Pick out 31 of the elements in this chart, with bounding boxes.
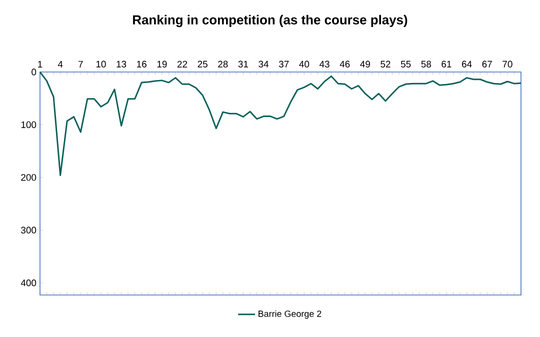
x-tick-label: 25: [198, 60, 208, 68]
x-tick-label: 28: [218, 60, 228, 68]
x-tick-label: 49: [360, 60, 370, 68]
x-tick-label: 43: [319, 60, 330, 68]
x-tick-label: 22: [177, 60, 188, 68]
x-tick-label: 16: [137, 60, 146, 68]
x-tick-label: 7: [78, 60, 83, 68]
x-tick-label: 19: [157, 60, 167, 68]
x-tick-label: 10: [96, 60, 106, 68]
y-tick-label: 0: [32, 68, 36, 76]
x-tick-label: 34: [258, 60, 269, 68]
x-tick-label: 67: [482, 60, 492, 68]
x-tick-label: 46: [340, 60, 350, 68]
x-tick-label: 52: [380, 60, 390, 68]
x-tick-label: 61: [442, 60, 452, 68]
x-tick-label: 70: [502, 60, 512, 68]
x-tick-label: 37: [278, 60, 289, 68]
x-tick-label: 40: [299, 60, 310, 68]
y-tick-label: 400: [20, 280, 36, 286]
y-tick-label: 200: [21, 174, 36, 181]
x-tick-label: 58: [421, 60, 432, 68]
chart-title: Ranking in competition (as the course plays): [133, 14, 408, 28]
x-tick-label: 64: [462, 60, 472, 68]
x-tick-label: 4: [58, 60, 63, 68]
x-tick-label: 31: [238, 60, 248, 68]
y-tick-label: 100: [21, 121, 36, 128]
x-tick-label: 13: [116, 60, 126, 68]
x-tick-label: 55: [400, 60, 411, 68]
legend-label: Barrie George 2: [258, 310, 322, 319]
x-tick-label: 1: [38, 60, 42, 68]
y-tick-label: 300: [21, 226, 36, 234]
